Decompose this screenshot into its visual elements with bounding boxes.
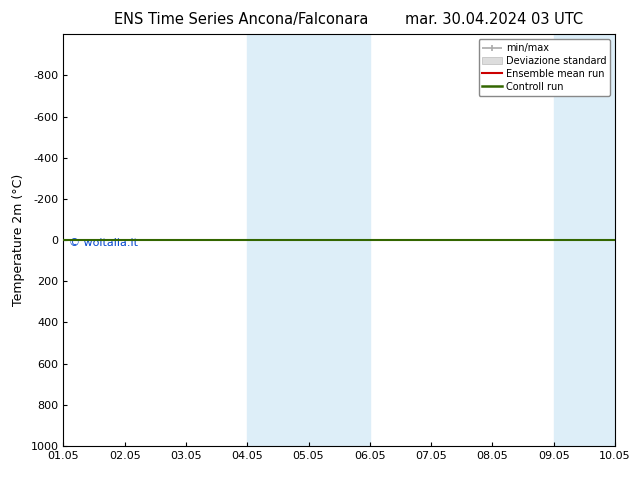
Legend: min/max, Deviazione standard, Ensemble mean run, Controll run: min/max, Deviazione standard, Ensemble m… <box>479 39 610 96</box>
Bar <box>553 34 615 446</box>
Text: © woitalia.it: © woitalia.it <box>69 238 138 248</box>
Y-axis label: Temperature 2m (°C): Temperature 2m (°C) <box>12 174 25 306</box>
Bar <box>247 34 370 446</box>
Text: ENS Time Series Ancona/Falconara: ENS Time Series Ancona/Falconara <box>113 12 368 27</box>
Text: mar. 30.04.2024 03 UTC: mar. 30.04.2024 03 UTC <box>406 12 583 27</box>
